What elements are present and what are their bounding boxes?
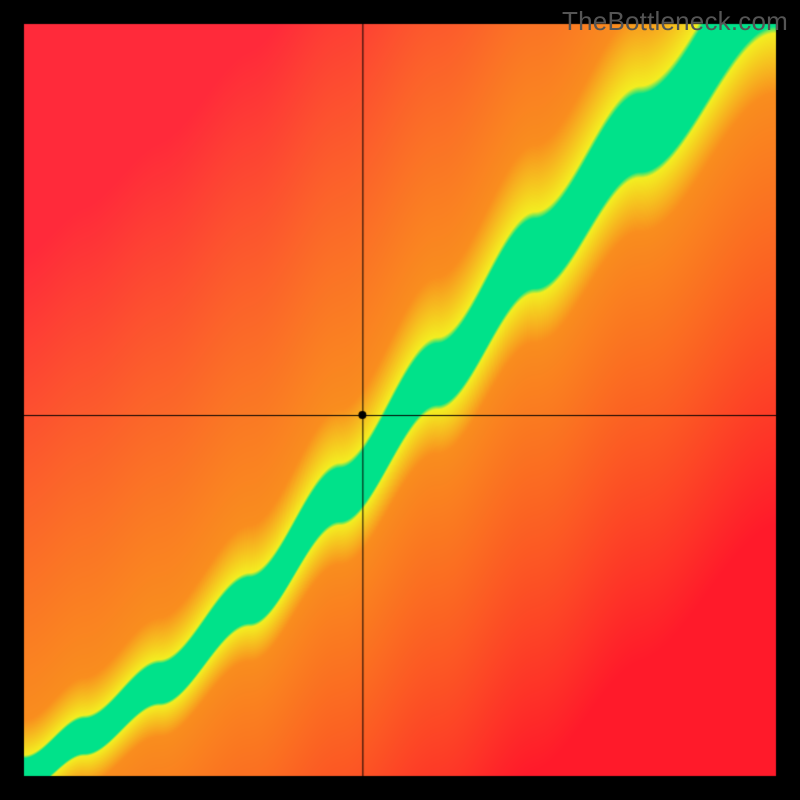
- bottleneck-heatmap: [0, 0, 800, 800]
- watermark-text: TheBottleneck.com: [562, 6, 788, 37]
- chart-container: { "watermark": { "text": "TheBottleneck.…: [0, 0, 800, 800]
